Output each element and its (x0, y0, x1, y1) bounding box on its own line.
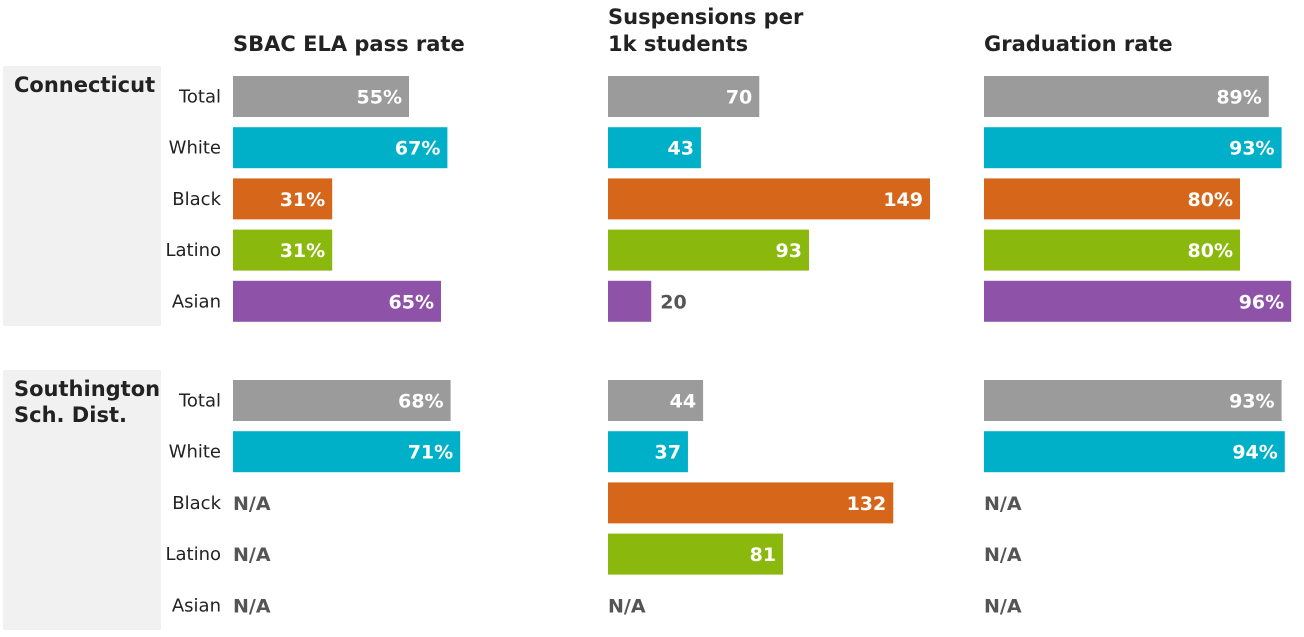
column-title: Suspensions per (608, 5, 804, 29)
bar (233, 380, 451, 421)
data-label: 81 (750, 544, 776, 566)
data-label: 93% (1229, 391, 1274, 413)
group-title: Sch. Dist. (14, 403, 127, 427)
row-label: White (169, 138, 221, 159)
bar (233, 178, 333, 220)
row-label: Black (172, 493, 221, 514)
row-label: Asian (172, 595, 221, 616)
data-label: 96% (1239, 291, 1284, 313)
na-label: N/A (233, 595, 271, 617)
na-label: N/A (608, 595, 646, 617)
data-label: 70 (726, 87, 752, 109)
bar (984, 431, 1285, 473)
data-label: 149 (883, 189, 923, 211)
data-label: 20 (660, 291, 686, 313)
bar (608, 431, 688, 473)
na-label: N/A (984, 595, 1022, 617)
column-title: 1k students (608, 32, 748, 56)
column-title: Graduation rate (984, 32, 1173, 56)
group-panel (3, 66, 161, 326)
na-label: N/A (984, 544, 1022, 566)
bar (984, 280, 1292, 322)
bar (608, 533, 784, 575)
bar (233, 76, 409, 117)
data-label: 44 (670, 391, 696, 413)
bar (608, 127, 701, 169)
data-label: 31% (280, 189, 325, 211)
column-title: SBAC ELA pass rate (233, 32, 465, 56)
data-label: 67% (395, 138, 440, 160)
bar (984, 380, 1282, 421)
row-label: White (169, 442, 221, 463)
na-label: N/A (233, 544, 271, 566)
row-label: Total (178, 391, 221, 412)
data-label: 93 (776, 240, 802, 262)
bar (608, 229, 809, 271)
bar (233, 431, 461, 473)
data-label: 80% (1188, 240, 1233, 262)
row-label: Latino (165, 544, 221, 565)
data-label: 89% (1216, 87, 1261, 109)
bar (233, 127, 448, 169)
data-label: 68% (398, 391, 443, 413)
bar (984, 76, 1269, 117)
group-panel (3, 370, 161, 630)
bar (984, 229, 1240, 271)
data-label: 94% (1232, 442, 1277, 464)
bar (233, 229, 333, 271)
na-label: N/A (984, 493, 1022, 515)
bar (608, 76, 760, 117)
group-title: Southington (14, 377, 160, 401)
data-label: 43 (667, 138, 693, 160)
bar (608, 482, 894, 524)
group-title: Connecticut (14, 73, 155, 97)
data-label: 31% (280, 240, 325, 262)
bar (984, 127, 1282, 169)
bar (608, 380, 704, 421)
bar (608, 178, 930, 220)
data-label: 71% (408, 442, 453, 464)
row-label: Asian (172, 291, 221, 312)
na-label: N/A (233, 493, 271, 515)
data-label: 80% (1188, 189, 1233, 211)
row-label: Black (172, 189, 221, 210)
bar (233, 280, 441, 322)
data-label: 93% (1229, 138, 1274, 160)
bar (608, 280, 652, 322)
data-label: 55% (357, 87, 402, 109)
row-label: Total (178, 87, 221, 108)
data-label: 132 (847, 493, 887, 515)
bar (984, 178, 1240, 220)
data-label: 37 (655, 442, 681, 464)
data-label: 65% (389, 291, 434, 313)
row-label: Latino (165, 240, 221, 261)
